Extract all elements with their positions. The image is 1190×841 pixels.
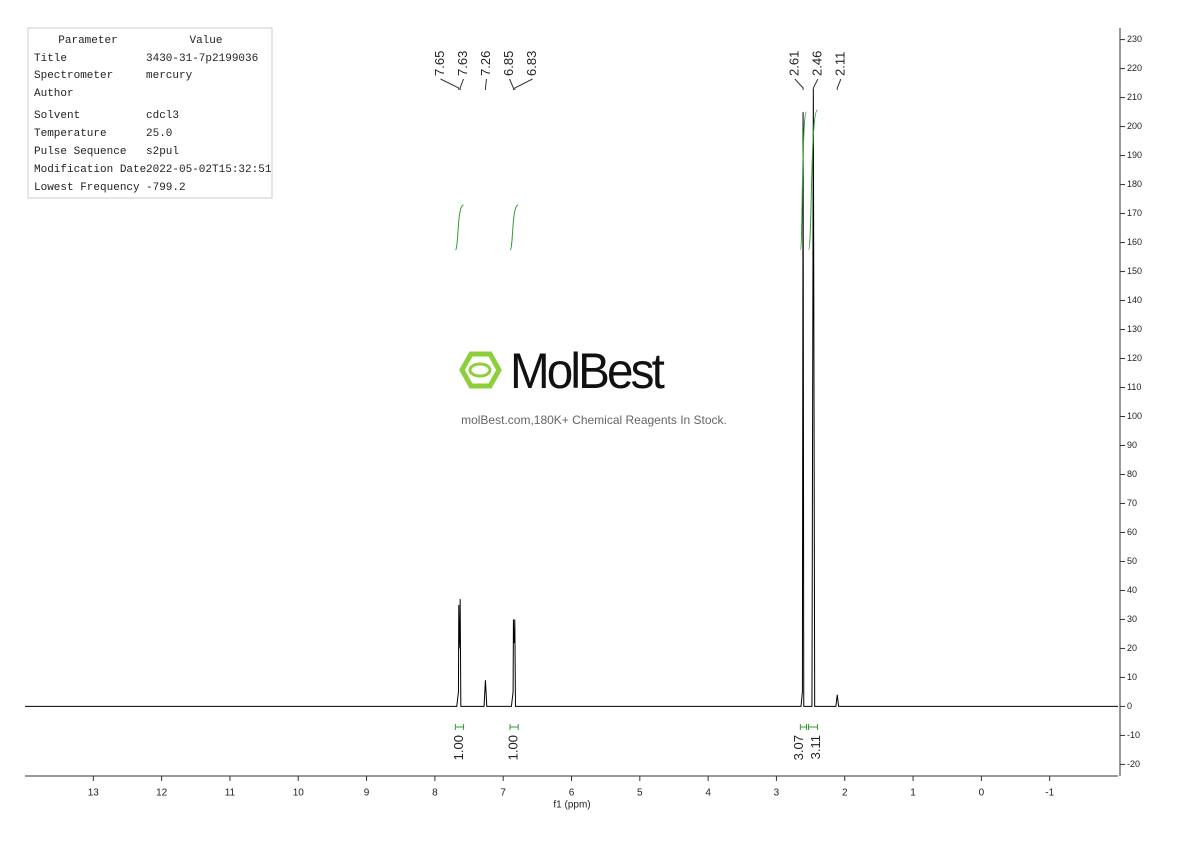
x-tick-label: -1	[1045, 788, 1054, 799]
peak-leader	[440, 78, 460, 90]
param-name: Lowest Frequency	[34, 182, 140, 194]
integral-bracket	[799, 724, 807, 730]
peak-leader	[514, 78, 533, 90]
x-tick-label: 1	[910, 788, 916, 799]
x-tick-label: 3	[774, 788, 780, 799]
param-value: 3430-31-7p2199036	[146, 53, 258, 65]
peak-leader	[794, 78, 804, 90]
y-tick-label: 50	[1127, 556, 1137, 566]
param-name: Spectrometer	[34, 70, 113, 82]
y-tick-label: 150	[1127, 266, 1142, 276]
peak-label: 6.83	[524, 51, 539, 76]
param-value: 2022-05-02T15:32:51	[146, 164, 272, 176]
peak-label: 7.26	[478, 51, 493, 76]
peak-label: 2.46	[809, 51, 824, 76]
integral-label: 1.00	[451, 735, 466, 760]
x-tick-label: 5	[637, 788, 643, 799]
peak-label: 7.65	[432, 51, 447, 76]
param-name: Modification Date	[34, 164, 146, 176]
integral-curve	[509, 204, 519, 251]
spectrum	[25, 88, 1118, 707]
x-tick-label: 13	[88, 788, 100, 799]
integral-curve	[454, 204, 465, 251]
param-name: Temperature	[34, 128, 107, 140]
y-tick-label: 130	[1127, 324, 1142, 334]
y-tick-label: -20	[1127, 759, 1140, 769]
x-tick-label: 9	[364, 788, 370, 799]
y-tick-label: 190	[1127, 150, 1142, 160]
integral-curve	[799, 111, 807, 251]
x-tick-label: 11	[225, 788, 236, 799]
y-tick-label: 200	[1127, 121, 1142, 131]
x-tick-label: 12	[156, 788, 168, 799]
peak-leader	[509, 78, 514, 90]
x-tick-label: 6	[569, 788, 575, 799]
peak-leader	[836, 78, 842, 90]
y-tick-label: -10	[1127, 730, 1140, 740]
param-box	[27, 27, 273, 199]
x-tick-label: 7	[500, 788, 506, 799]
integral-label: 3.07	[791, 735, 806, 760]
x-axis-label: f1 (ppm)	[553, 800, 590, 811]
logo-ring	[468, 362, 492, 378]
integral-bracket	[454, 724, 465, 730]
param-value: 25.0	[146, 128, 172, 140]
integral-bracket	[509, 724, 519, 730]
peak-label: 7.63	[455, 51, 470, 76]
param-value: -799.2	[146, 182, 186, 194]
y-tick-label: 210	[1127, 92, 1142, 102]
integral-label: 3.11	[808, 735, 823, 759]
x-tick-label: 8	[432, 788, 438, 799]
y-tick-label: 10	[1127, 672, 1137, 682]
param-name: Author	[34, 88, 74, 100]
param-name: Title	[34, 53, 67, 65]
watermark: MolBest molBest.com,180K+ Chemical Reage…	[459, 343, 727, 427]
integral-bracket	[808, 724, 818, 730]
y-tick-label: 120	[1127, 353, 1142, 363]
logo-text: MolBest	[510, 343, 665, 399]
y-tick-label: 160	[1127, 237, 1142, 247]
param-name: Solvent	[34, 110, 80, 122]
y-tick-label: 220	[1127, 63, 1142, 73]
param-value: cdcl3	[146, 110, 179, 122]
x-tick-label: 10	[293, 788, 305, 799]
peak-leader	[812, 78, 819, 90]
x-tick-label: 2	[842, 788, 848, 799]
y-tick-label: 80	[1127, 469, 1137, 479]
y-tick-label: 100	[1127, 411, 1142, 421]
x-tick-label: 4	[705, 788, 711, 799]
x-tick-label: 0	[979, 788, 985, 799]
param-header: Parameter	[58, 35, 117, 47]
peak-leader	[459, 78, 464, 90]
y-tick-label: 170	[1127, 208, 1142, 218]
peak-label: 6.85	[501, 51, 516, 76]
y-tick-label: 30	[1127, 614, 1137, 624]
integral-curve	[808, 109, 818, 251]
y-tick-label: 90	[1127, 440, 1137, 450]
y-tick-label: 230	[1127, 34, 1142, 44]
integral-label: 1.00	[506, 735, 521, 760]
y-tick-label: 70	[1127, 498, 1137, 508]
y-tick-label: 180	[1127, 179, 1142, 189]
y-tick-label: 60	[1127, 527, 1137, 537]
y-tick-label: 40	[1127, 585, 1137, 595]
y-tick-label: 140	[1127, 295, 1142, 305]
param-header: Value	[189, 35, 222, 47]
logo-hexagon	[459, 351, 502, 389]
param-name: Pulse Sequence	[34, 146, 126, 158]
peak-label: 2.61	[786, 51, 801, 76]
y-tick-label: 0	[1127, 701, 1132, 711]
peak-leader	[484, 78, 488, 90]
param-value: s2pul	[146, 146, 179, 158]
param-value: mercury	[146, 70, 193, 82]
y-tick-label: 20	[1127, 643, 1137, 653]
y-tick-label: 110	[1127, 382, 1141, 392]
peak-label: 2.11	[832, 52, 847, 76]
tagline: molBest.com,180K+ Chemical Reagents In S…	[461, 413, 727, 427]
